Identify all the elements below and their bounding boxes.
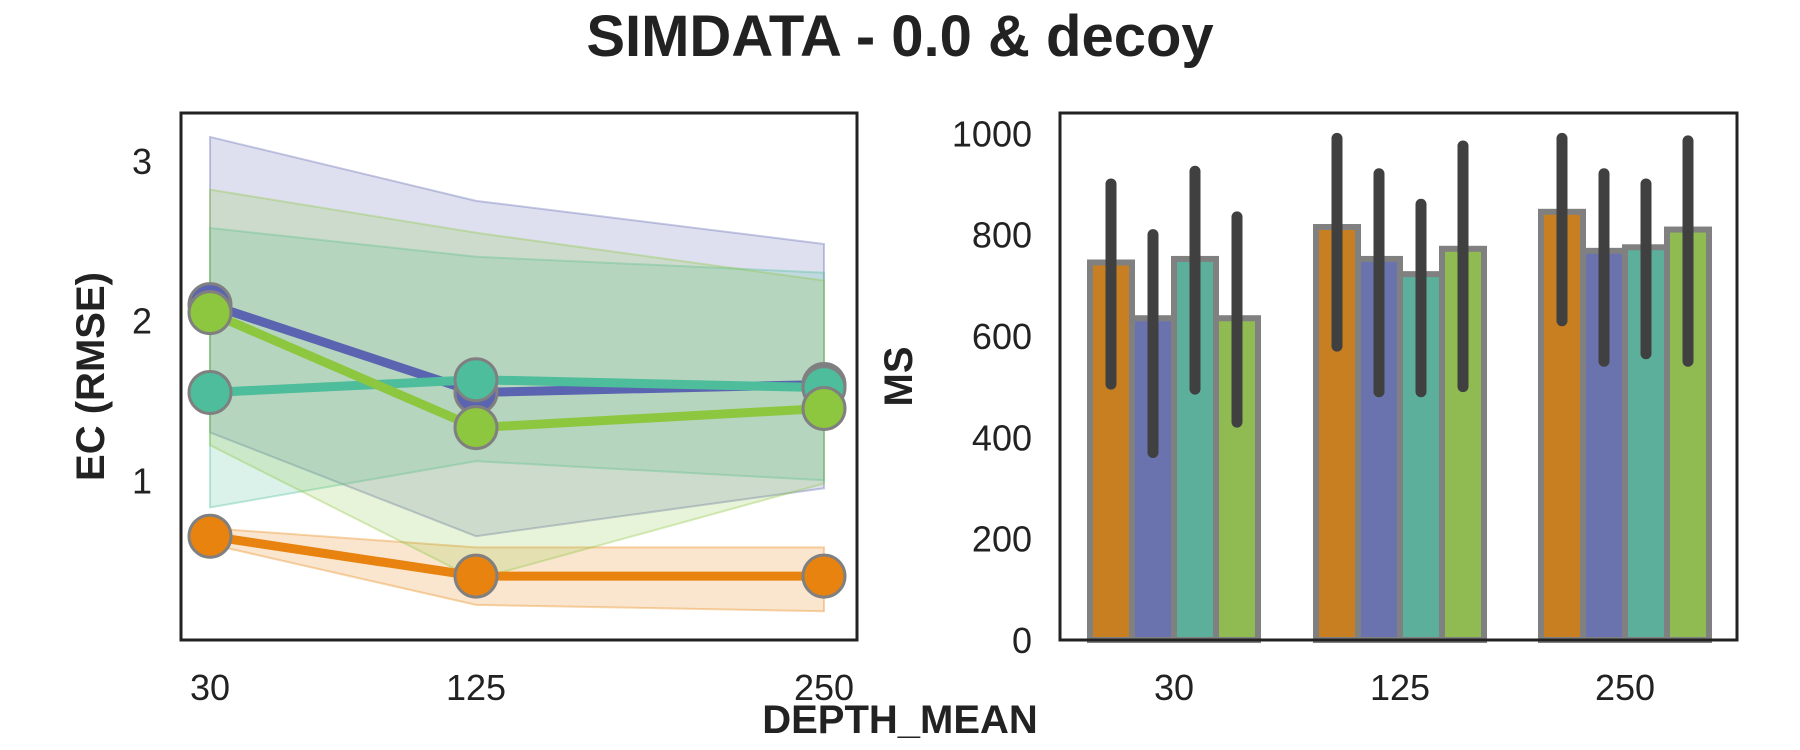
bar-chart-y-tick-label: 200 xyxy=(972,519,1032,560)
line-chart-x-tick-label: 125 xyxy=(446,667,506,708)
line-series-3-point-125 xyxy=(453,357,499,403)
line-chart-y-axis-label: EC (RMSE) xyxy=(69,272,113,481)
bar-chart-y-axis-label: MS xyxy=(877,347,921,407)
line-chart-x-tick-label: 30 xyxy=(190,667,230,708)
line-series-1-point-30 xyxy=(187,513,233,559)
bar-chart-y-tick-label: 1000 xyxy=(952,113,1032,154)
line-series-3-point-30 xyxy=(187,369,233,415)
line-series-2-ci-band xyxy=(209,135,825,538)
bar-chart-panel: MS 0 200 400 600 800 1000 30 125 250 xyxy=(877,111,1739,708)
line-chart-panel: EC (RMSE) 1 2 3 30 125 250 xyxy=(69,111,859,708)
line-series-3-ci-band xyxy=(209,226,825,509)
line-series-4-point-250 xyxy=(801,385,847,431)
line-series-4-point-125 xyxy=(453,405,499,451)
bar-chart-y-tick-label: 400 xyxy=(972,417,1032,458)
line-chart-frame xyxy=(179,111,859,642)
bar-chart-y-tick-label: 800 xyxy=(972,215,1032,256)
line-series-1-point-250 xyxy=(801,553,847,599)
bar-chart-y-tick-label: 600 xyxy=(972,316,1032,357)
figure-title: SIMDATA - 0.0 & decoy xyxy=(586,4,1213,69)
line-chart-y-tick-label: 1 xyxy=(132,460,152,501)
bar-chart-y-tick-label: 0 xyxy=(1012,620,1032,661)
bar-chart-x-tick-label: 30 xyxy=(1154,667,1194,708)
bar-chart-x-tick-label: 250 xyxy=(1595,667,1655,708)
line-chart-y-tick-label: 3 xyxy=(132,141,152,182)
line-chart-x-tick-label: 250 xyxy=(794,667,854,708)
line-series-4-point-30 xyxy=(187,290,233,336)
shared-x-axis-label: DEPTH_MEAN xyxy=(762,698,1038,742)
line-chart-y-tick-label: 2 xyxy=(132,301,152,342)
line-series-1-point-125 xyxy=(453,553,499,599)
bar-chart-frame xyxy=(1058,111,1739,642)
bar-chart-x-tick-label: 125 xyxy=(1370,667,1430,708)
